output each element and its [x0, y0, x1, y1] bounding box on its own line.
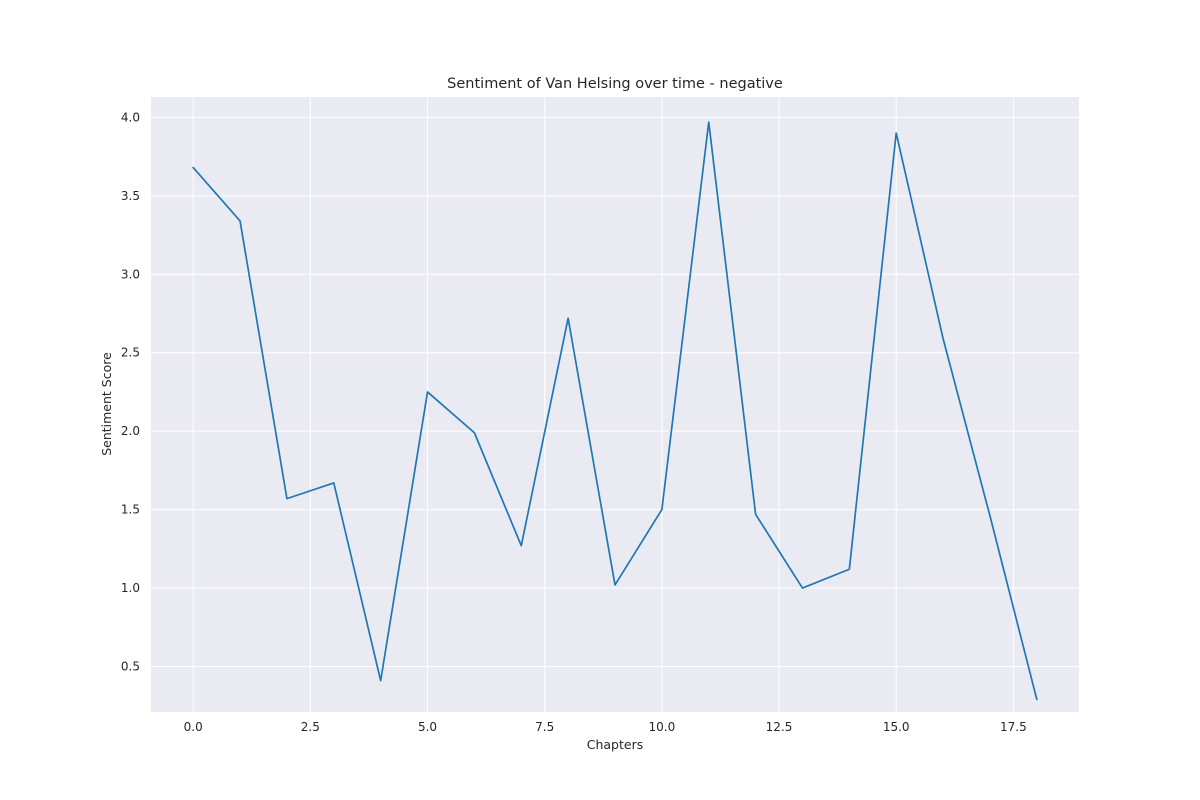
series-layer: [192, 121, 1038, 701]
y-tick-label: 2.5: [121, 346, 140, 360]
x-axis-label: Chapters: [587, 737, 644, 752]
y-axis-label: Sentiment Score: [99, 352, 114, 456]
x-tick-label: 10.0: [649, 720, 676, 734]
x-tick-label: 0.0: [184, 720, 203, 734]
x-gridlines: [192, 97, 1014, 712]
x-tick-label: 12.5: [766, 720, 793, 734]
y-tick-label: 1.5: [121, 503, 140, 517]
y-tick-labels: 0.5 1.0 1.5 2.0 2.5 3.0 3.5 4.0: [121, 110, 140, 673]
x-tick-labels: 0.0 2.5 5.0 7.5 10.0 12.5 15.0 17.5: [184, 720, 1027, 734]
x-tick-label: 15.0: [883, 720, 910, 734]
y-tick-label: 3.0: [121, 267, 140, 281]
x-tick-label: 5.0: [418, 720, 437, 734]
y-tick-label: 0.5: [121, 660, 140, 674]
y-tick-label: 4.0: [121, 110, 140, 124]
y-gridlines: [151, 116, 1079, 668]
chart-title: Sentiment of Van Helsing over time - neg…: [447, 76, 783, 92]
x-tick-label: 17.5: [1000, 720, 1027, 734]
x-tick-label: 7.5: [535, 720, 554, 734]
y-tick-label: 3.5: [121, 189, 140, 203]
x-tick-label: 2.5: [301, 720, 320, 734]
plot-area: [151, 97, 1079, 712]
y-tick-label: 1.0: [121, 581, 140, 595]
y-tick-label: 2.0: [121, 424, 140, 438]
series-line: [192, 121, 1038, 701]
